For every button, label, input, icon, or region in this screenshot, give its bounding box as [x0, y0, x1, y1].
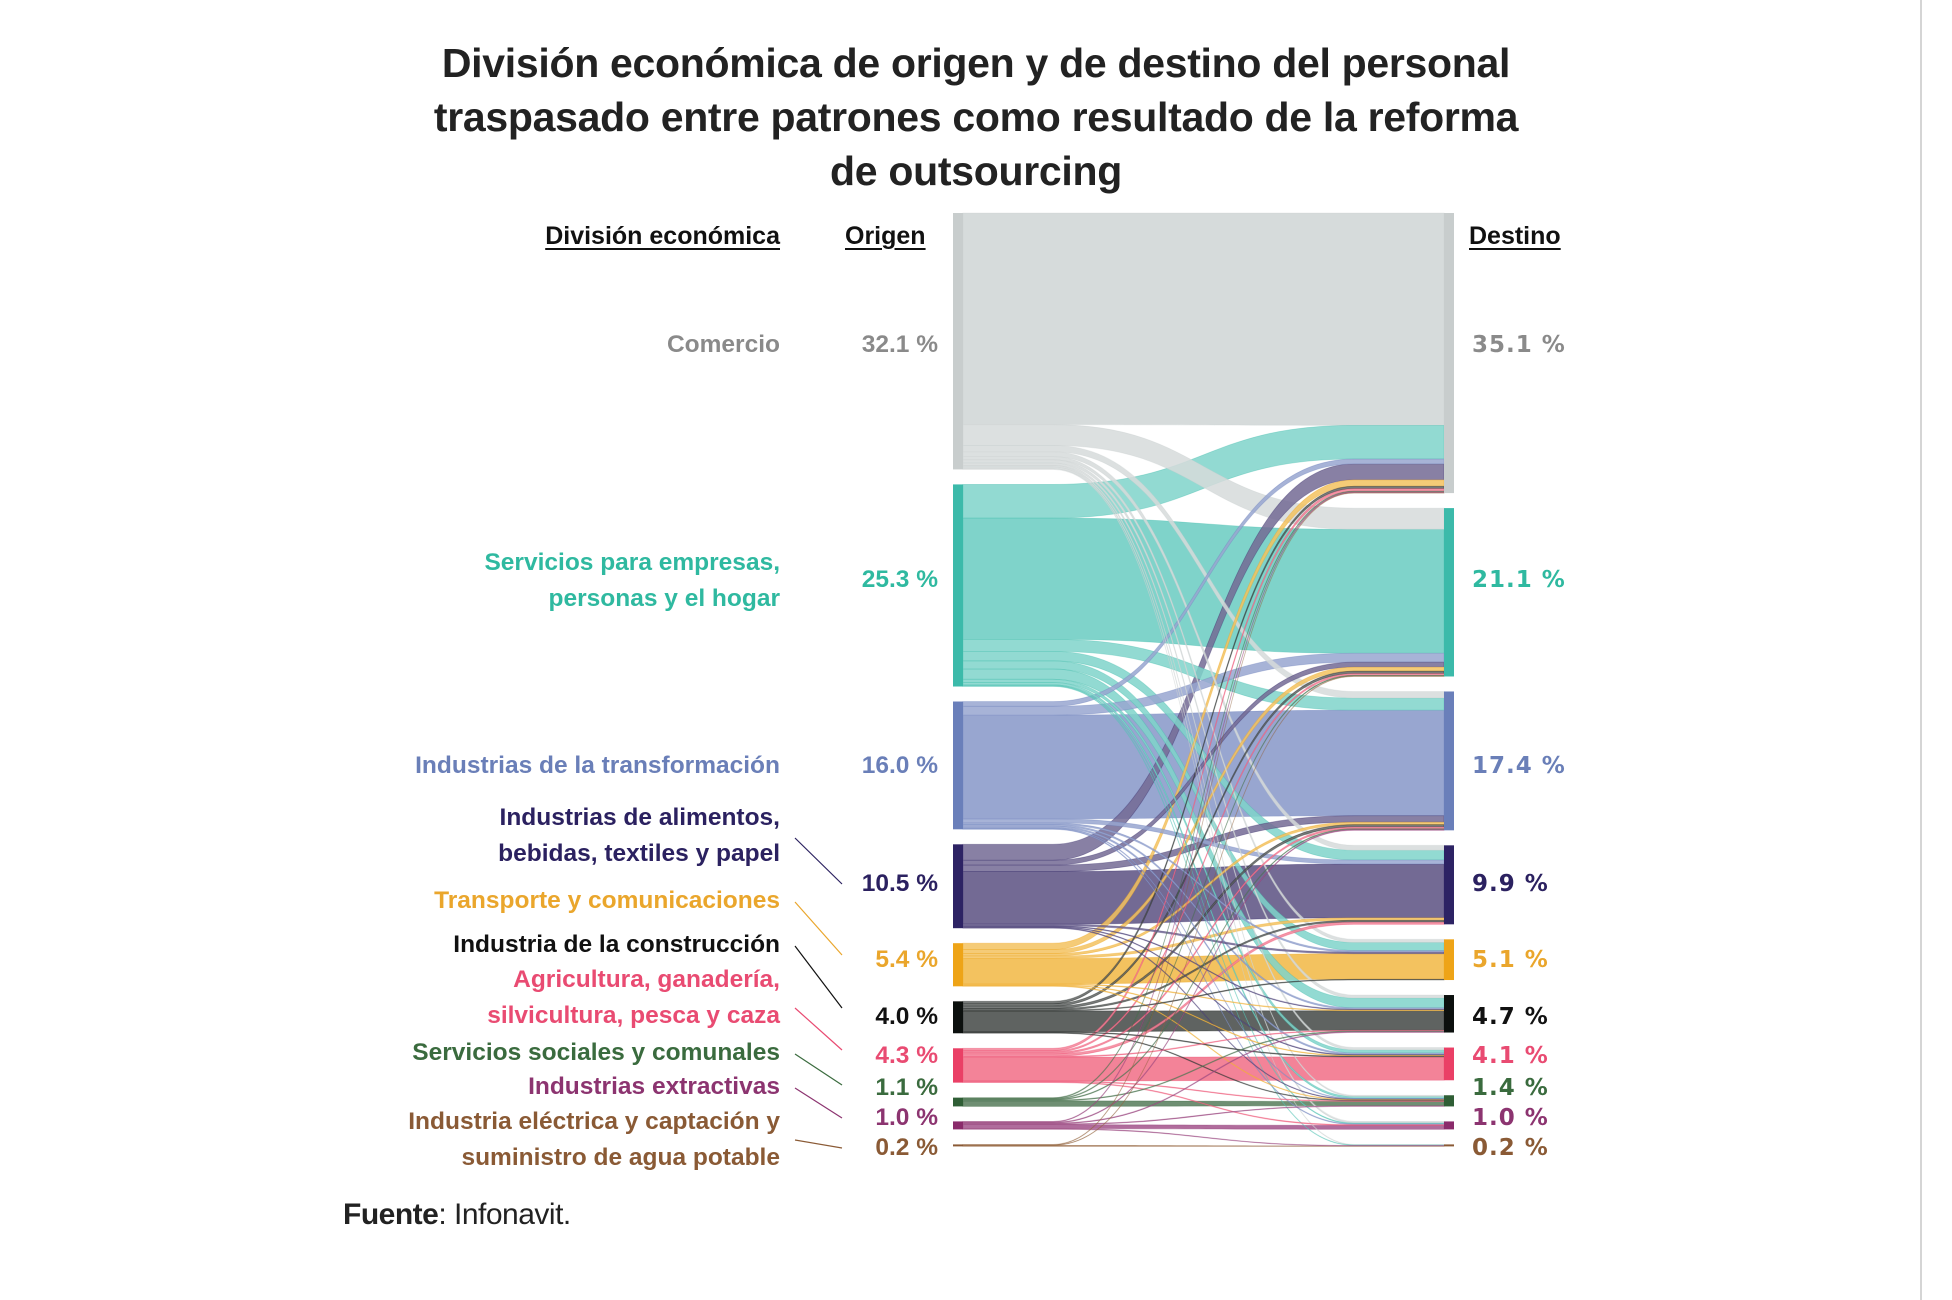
flow-comercio-to-comercio: [962, 212, 1445, 426]
node-origin-alimentos: [953, 844, 963, 929]
destination-value-sociales: 1.4 %: [1472, 1075, 1549, 1101]
category-label-electrica-line-1: Industria eléctrica y captación y: [408, 1108, 780, 1135]
origin-value-transporte: 5.4 %: [875, 946, 938, 973]
destination-value-transformacion: 17.4 %: [1472, 753, 1566, 779]
destination-value-construccion: 4.7 %: [1472, 1004, 1549, 1030]
origin-value-transformacion: 16.0 %: [861, 752, 938, 779]
node-destination-comercio: [1444, 213, 1454, 494]
flow-extractivas-to-electrica: [962, 1128, 1445, 1147]
title-line-3: de outsourcing: [830, 148, 1122, 194]
chart-title: División económica de origen y de destin…: [0, 36, 1952, 198]
node-origin-sociales: [953, 1097, 963, 1107]
destination-value-comercio: 35.1 %: [1472, 332, 1566, 358]
leader-line-agricultura: [794, 1007, 843, 1051]
source-note: Fuente: Infonavit.: [343, 1198, 571, 1232]
destination-value-transporte: 5.1 %: [1472, 947, 1549, 973]
node-destination-electrica: [1444, 1144, 1454, 1147]
node-origin-servicios: [953, 484, 963, 687]
title-line-1: División económica de origen y de destin…: [441, 40, 1511, 86]
node-destination-transporte: [1444, 939, 1454, 981]
leader-line-extractivas: [794, 1087, 843, 1119]
origin-value-sociales: 1.1 %: [875, 1074, 938, 1101]
category-label-alimentos-line-2: bebidas, textiles y papel: [498, 840, 780, 867]
header-destination: Destino: [1469, 222, 1561, 250]
node-destination-agricultura: [1444, 1047, 1454, 1081]
node-destination-transformacion: [1444, 691, 1454, 831]
origin-value-extractivas: 1.0 %: [875, 1104, 938, 1131]
category-label-alimentos-line-1: Industrias de alimentos,: [499, 804, 780, 831]
destination-value-extractivas: 1.0 %: [1472, 1105, 1549, 1131]
origin-value-servicios: 25.3 %: [861, 566, 938, 593]
node-destination-sociales: [1444, 1095, 1454, 1107]
category-label-agricultura-line-2: silvicultura, pesca y caza: [487, 1002, 780, 1029]
source-label: Fuente: [343, 1198, 439, 1231]
category-label-servicios-line-1: Servicios para empresas,: [484, 549, 780, 576]
origin-value-comercio: 32.1 %: [861, 331, 938, 358]
node-origin-comercio: [953, 213, 963, 470]
node-destination-servicios: [1444, 508, 1454, 677]
origin-value-alimentos: 10.5 %: [861, 870, 938, 897]
destination-value-agricultura: 4.1 %: [1472, 1043, 1549, 1069]
category-label-electrica-line-2: suministro de agua potable: [461, 1144, 780, 1171]
origin-value-construccion: 4.0 %: [875, 1003, 938, 1030]
leader-line-alimentos: [794, 837, 843, 885]
node-origin-transporte: [953, 943, 963, 987]
category-label-comercio: Comercio: [666, 331, 780, 358]
title-line-2: traspasado entre patrones como resultado…: [433, 94, 1519, 140]
category-label-construccion: Industria de la construcción: [453, 931, 780, 958]
node-destination-construccion: [1444, 995, 1454, 1033]
category-label-servicios-line-2: personas y el hogar: [548, 585, 780, 612]
leader-line-transporte: [794, 901, 843, 956]
node-origin-agricultura: [953, 1048, 963, 1083]
category-label-sociales: Servicios sociales y comunales: [412, 1039, 780, 1066]
category-label-transporte: Transporte y comunicaciones: [434, 887, 780, 914]
sankey-links: [962, 212, 1445, 1147]
destination-value-electrica: 0.2 %: [1472, 1135, 1549, 1161]
category-label-agricultura-line-1: Agricultura, ganadería,: [513, 966, 780, 993]
node-destination-extractivas: [1444, 1121, 1454, 1130]
leader-line-sociales: [794, 1053, 843, 1086]
node-destination-alimentos: [1444, 845, 1454, 925]
node-origin-transformacion: [953, 701, 963, 830]
leader-line-electrica: [794, 1139, 843, 1149]
page-edge-divider: [1920, 0, 1922, 1300]
header-division: División económica: [545, 222, 780, 250]
node-origin-extractivas: [953, 1121, 963, 1130]
destination-value-servicios: 21.1 %: [1472, 567, 1566, 593]
category-label-extractivas: Industrias extractivas: [528, 1073, 780, 1100]
label-leader-lines: [794, 837, 843, 1149]
destination-value-alimentos: 9.9 %: [1472, 871, 1549, 897]
leader-line-construccion: [794, 945, 843, 1009]
origin-value-electrica: 0.2 %: [875, 1134, 938, 1161]
sankey-nodes: [953, 213, 1454, 1147]
category-label-transformacion: Industrias de la transformación: [415, 752, 780, 779]
source-value: : Infonavit.: [438, 1198, 571, 1231]
header-origin: Origen: [845, 222, 926, 250]
origin-value-agricultura: 4.3 %: [875, 1042, 938, 1069]
node-origin-electrica: [953, 1144, 963, 1147]
node-origin-construccion: [953, 1001, 963, 1034]
